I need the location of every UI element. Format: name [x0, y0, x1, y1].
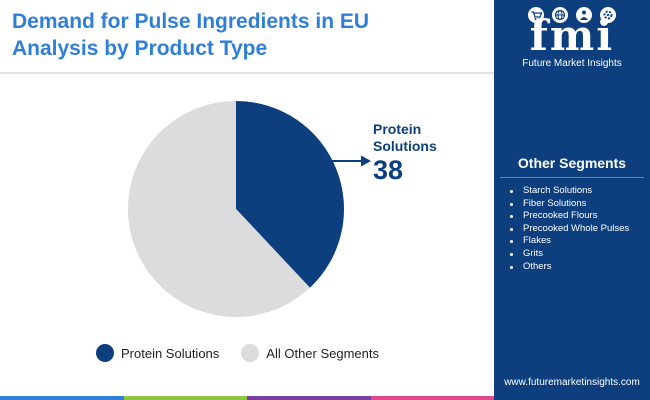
legend-swatch-all-other-segments: [241, 344, 260, 362]
chart-title-line1: Demand for Pulse Ingredients in EU: [12, 10, 370, 33]
callout-label: Protein Solutions: [373, 121, 437, 155]
legend-swatch-protein-solutions: [96, 344, 114, 362]
legend-item-protein-solutions: Protein Solutions: [96, 344, 219, 362]
segment-item: Starch Solutions: [510, 185, 629, 198]
fmi-logo: fmi Future Market Insights: [510, 6, 634, 72]
chart-title-line2: Analysis by Product Type: [12, 37, 268, 60]
segment-item: Others: [510, 261, 629, 274]
segment-item: Fiber Solutions: [510, 198, 629, 211]
logo-icons: [528, 7, 616, 23]
chart-legend: Protein Solutions All Other Segments: [96, 343, 401, 363]
callout-label-line1: Protein: [373, 121, 422, 137]
other-segments-list: Starch Solutions Fiber Solutions Precook…: [510, 185, 629, 273]
segment-item: Precooked Whole Pulses: [510, 223, 629, 236]
other-segments-title: Other Segments: [517, 155, 627, 171]
segment-item: Flakes: [510, 235, 629, 248]
logo-text: fmi: [529, 11, 615, 60]
globe-icon: [552, 7, 568, 23]
bottom-color-bar: [0, 396, 494, 400]
bottom-bar-segment: [370, 396, 494, 400]
legend-label-all-other-segments: All Other Segments: [266, 345, 379, 361]
website-link[interactable]: www.futuremarketinsights.com: [504, 377, 640, 388]
callout-label-line2: Solutions: [373, 138, 437, 154]
bottom-bar-segment: [247, 396, 371, 400]
pie-slices: [127, 101, 344, 317]
title-divider: [0, 72, 494, 74]
cart-icon: [528, 7, 544, 23]
segment-item: Precooked Flours: [510, 210, 629, 223]
bottom-bar-segment: [0, 396, 124, 400]
person-icon: [576, 7, 592, 23]
segment-item: Grits: [510, 248, 629, 261]
legend-item-all-other-segments: All Other Segments: [241, 344, 379, 362]
callout-value: 38: [373, 155, 404, 185]
other-segments-divider: [500, 177, 644, 178]
logo-subtitle: Future Market Insights: [522, 58, 622, 69]
bottom-bar-segment: [123, 396, 247, 400]
gear-icon: [600, 7, 616, 23]
pie-slice-all-other-segments: [127, 101, 310, 317]
chart-title: Demand for Pulse Ingredients in EU Analy…: [12, 8, 482, 62]
pie-slice-protein-solutions: [236, 101, 344, 288]
legend-label-protein-solutions: Protein Solutions: [121, 345, 220, 361]
callout-arrow: [332, 155, 371, 167]
pie-chart: [127, 101, 371, 317]
sidebar-panel: fmi Future Market Insights Other Segment…: [494, 0, 650, 400]
